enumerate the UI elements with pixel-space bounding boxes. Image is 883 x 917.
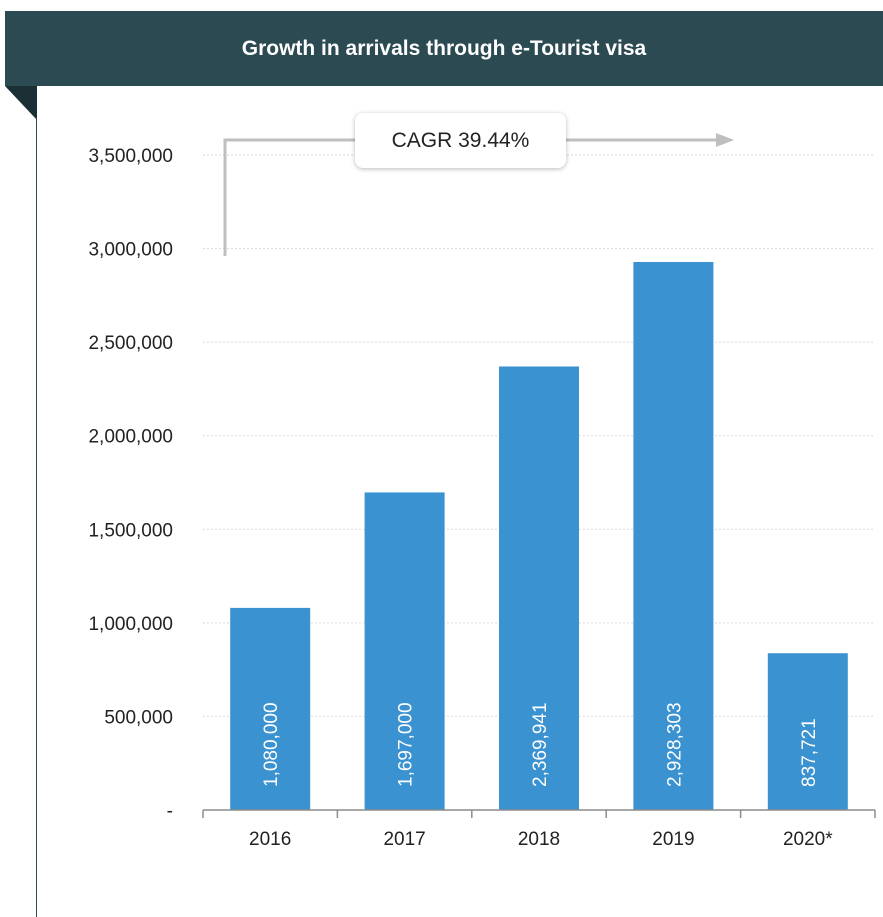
- chart-header: Growth in arrivals through e-Tourist vis…: [5, 11, 883, 86]
- cagr-annotation-box: CAGR 39.44%: [355, 113, 566, 168]
- cagr-arrow-head: [716, 133, 734, 147]
- bar: [767, 653, 848, 810]
- bar-value-label: 2,369,941: [530, 702, 551, 787]
- y-tick-label: 500,000: [104, 707, 173, 728]
- x-tick-label: 2018: [518, 829, 560, 850]
- y-tick-label: 2,000,000: [88, 427, 173, 448]
- x-tick-label: 2020*: [783, 829, 833, 850]
- y-tick-label: 1,500,000: [88, 520, 173, 541]
- x-tick-label: 2017: [383, 829, 425, 850]
- cagr-label: CAGR 39.44%: [391, 128, 530, 152]
- bar: [633, 261, 714, 810]
- y-tick-labels: - 500,000 1,000,000 1,500,000 2,000,000 2,500…: [88, 146, 173, 822]
- bar: [364, 492, 445, 810]
- header-fold-decoration: [5, 86, 37, 120]
- bar-value-label: 837,721: [799, 718, 820, 787]
- bar-value-label: 1,080,000: [261, 702, 282, 787]
- y-tick-label: 2,500,000: [88, 333, 173, 354]
- chart-title: Growth in arrivals through e-Tourist vis…: [241, 36, 647, 60]
- x-axis: [202, 809, 876, 818]
- x-tick-label: 2016: [249, 829, 291, 850]
- bar-value-label: 1,697,000: [396, 702, 417, 787]
- bar-value-label: 2,928,303: [664, 702, 685, 787]
- x-tick-label: 2019: [652, 829, 694, 850]
- bar: [499, 366, 579, 810]
- x-tick-labels: 2016 2017 2018 2019 2020*: [249, 829, 833, 850]
- y-tick-label: 3,500,000: [88, 146, 173, 167]
- y-tick-label: 1,000,000: [88, 614, 173, 635]
- y-tick-label: -: [167, 801, 173, 822]
- bar: [230, 607, 311, 810]
- bars: 1,080,000 1,697,000 2,369,941 2,928,303 837,…: [230, 261, 848, 810]
- y-tick-label: 3,000,000: [88, 240, 173, 261]
- left-border-line: [36, 118, 37, 917]
